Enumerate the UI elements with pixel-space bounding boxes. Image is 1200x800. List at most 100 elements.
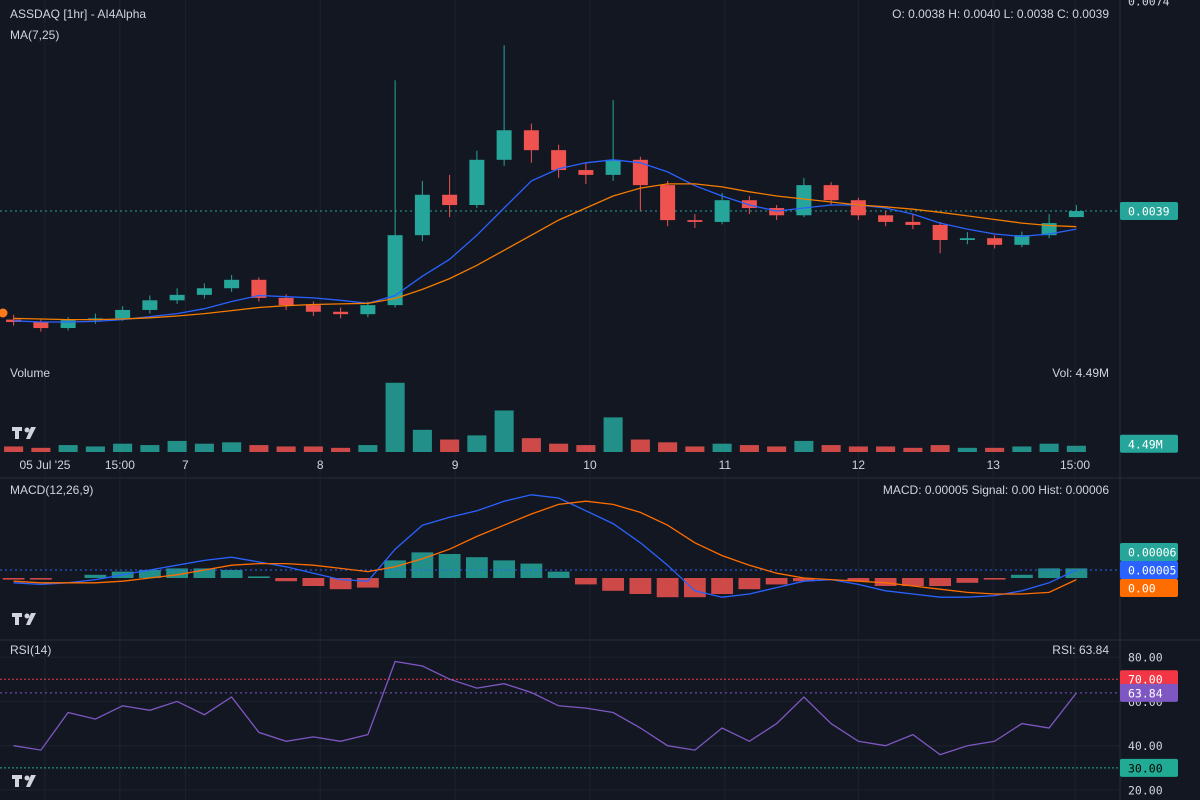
rsi-line: [13, 660, 1077, 756]
candle-body: [251, 279, 267, 298]
volume-bar: [31, 447, 51, 452]
band-label-bg: [1120, 758, 1178, 777]
band-label: 30.00: [1128, 761, 1163, 775]
volume-bar: [4, 446, 24, 452]
hist-label-bg: [1120, 543, 1178, 561]
pane-title: MACD(12,26,9): [10, 483, 93, 497]
moving-average: [13, 183, 1077, 321]
last-price-label-bg: [1120, 202, 1178, 221]
histogram-bar: [574, 578, 597, 585]
candle-body: [33, 322, 49, 329]
pane-title: RSI(14): [10, 643, 51, 657]
pane-legend: RSI: 63.84: [1052, 643, 1109, 657]
candle-body: [278, 297, 294, 306]
histogram-bar: [847, 578, 870, 582]
volume-bar: [739, 445, 759, 452]
volume-bar: [276, 446, 296, 452]
signal-label-bg: [1120, 579, 1178, 597]
volume-bar: [903, 447, 923, 452]
histogram-bar: [384, 560, 407, 578]
start-marker: [0, 308, 8, 318]
candle-body: [660, 185, 676, 221]
histogram-bar: [193, 568, 216, 578]
histogram-bar: [738, 578, 761, 590]
histogram-bar: [493, 560, 516, 578]
volume-bar: [358, 445, 378, 452]
histogram-bar: [356, 578, 379, 588]
candle-body: [714, 200, 730, 222]
histogram-bar: [683, 578, 706, 598]
candle-body: [1014, 235, 1030, 245]
volume-bar: [113, 443, 133, 452]
histogram-bar: [247, 576, 270, 578]
histogram-bar: [275, 578, 298, 582]
candle-body: [605, 159, 621, 175]
volume-bar: [440, 439, 460, 452]
histogram-bar: [166, 568, 189, 578]
candle-body: [387, 235, 403, 306]
chart-title: ASSDAQ [1hr] - AI4Alpha: [10, 7, 146, 21]
candle-body: [523, 130, 539, 151]
y-tick-label: 0.0074: [1128, 0, 1170, 9]
y-tick-label: 40.00: [1128, 739, 1163, 753]
volume-bar: [658, 442, 678, 452]
histogram-bar: [465, 557, 488, 578]
candle-body: [496, 130, 512, 160]
macd-line: [13, 494, 1077, 598]
histogram-bar: [983, 578, 1006, 580]
last-price-label: 0.0039: [1128, 205, 1170, 219]
indicator-label: MA(7,25): [10, 28, 59, 42]
histogram-bar: [765, 578, 788, 585]
volume-bar: [58, 445, 78, 452]
candle-body: [142, 300, 158, 310]
histogram-bar: [901, 578, 924, 586]
macd-label: 0.00005: [1128, 564, 1176, 578]
x-tick-label: 13: [987, 458, 1001, 472]
volume-bar: [1012, 446, 1032, 452]
volume-bar: [576, 445, 596, 452]
volume-bar: [603, 417, 623, 452]
histogram-bar: [1065, 568, 1088, 578]
pane-legend: MACD: 0.00005 Signal: 0.00 Hist: 0.00006: [883, 483, 1109, 497]
volume-bar: [848, 446, 868, 452]
histogram-bar: [602, 578, 625, 591]
volume-bar: [249, 445, 269, 452]
candle-body: [578, 170, 594, 175]
y-tick-label: 20.00: [1128, 784, 1163, 798]
pane-title: Volume: [10, 366, 50, 380]
hist-label: 0.00006: [1128, 546, 1177, 560]
volume-bar: [685, 446, 705, 452]
volume-bar: [494, 410, 514, 452]
tv-logo: [12, 775, 36, 787]
signal-line: [13, 500, 1077, 595]
x-tick-label: 10: [583, 458, 597, 472]
candle-body: [987, 238, 1003, 245]
candle-body: [224, 279, 240, 289]
histogram-bar: [711, 578, 734, 594]
signal-label: 0.00: [1128, 582, 1156, 596]
histogram-bar: [302, 578, 325, 586]
candle-body: [60, 320, 76, 329]
candle-body: [687, 220, 703, 222]
histogram-bar: [547, 571, 570, 578]
x-tick-label: 12: [852, 458, 866, 472]
band-label: 70.00: [1128, 673, 1163, 687]
candle-body: [414, 194, 430, 236]
tv-logo: [12, 613, 36, 625]
candle-body: [333, 311, 349, 315]
volume-bar: [985, 447, 1005, 452]
ohlc-legend: O: 0.0038 H: 0.0040 L: 0.0038 C: 0.0039: [892, 7, 1109, 21]
candle-body: [196, 288, 212, 295]
histogram-bar: [656, 578, 679, 598]
histogram-bar: [138, 570, 161, 578]
volume-bar: [303, 446, 323, 452]
volume-bar: [821, 445, 841, 452]
volume-bar: [794, 440, 814, 452]
x-tick-label: 15:00: [105, 458, 135, 472]
rsi-label-bg: [1120, 683, 1178, 702]
moving-average: [13, 159, 1077, 323]
candle-body: [169, 294, 185, 301]
x-tick-label: 15:00: [1060, 458, 1090, 472]
